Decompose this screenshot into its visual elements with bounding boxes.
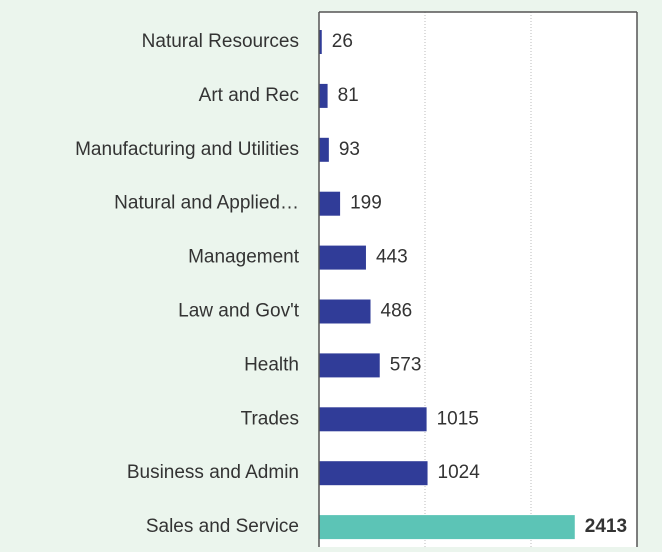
value-label: 1015 (437, 408, 479, 429)
y-tick-label: Trades (241, 408, 299, 429)
y-tick-label: Business and Admin (127, 462, 299, 483)
y-tick-label: Manufacturing and Utilities (75, 139, 299, 160)
y-tick-label: Law and Gov't (178, 301, 300, 322)
bar (319, 299, 371, 324)
y-tick-label: Health (244, 354, 299, 375)
bar (319, 461, 428, 486)
y-tick-label: Art and Rec (199, 85, 299, 106)
y-tick-label: Sales and Service (146, 516, 299, 537)
value-label: 81 (338, 85, 359, 106)
bar (319, 83, 328, 108)
value-label: 93 (339, 139, 360, 160)
value-label: 443 (376, 247, 408, 268)
bar (319, 245, 366, 270)
value-label: 486 (381, 301, 413, 322)
y-tick-label: Natural Resources (142, 31, 299, 52)
value-label: 1024 (438, 462, 481, 483)
y-tick-label: Natural and Applied… (114, 193, 299, 214)
value-label: 26 (332, 31, 353, 52)
bar (319, 407, 427, 432)
y-tick-label: Management (188, 247, 300, 268)
bar (319, 191, 341, 216)
value-label: 199 (350, 193, 382, 214)
bar (319, 515, 575, 540)
value-label: 573 (390, 354, 422, 375)
value-label: 2413 (585, 516, 627, 537)
bar (319, 137, 329, 162)
bar (319, 353, 380, 378)
bar (319, 30, 322, 54)
